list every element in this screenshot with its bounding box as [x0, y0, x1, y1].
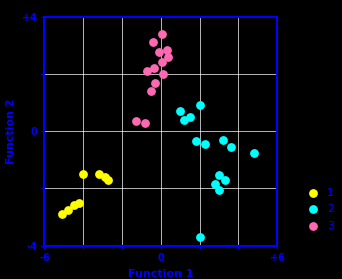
Point	[228, 145, 233, 149]
Point	[197, 103, 202, 108]
Point	[59, 212, 65, 216]
Y-axis label: Function 2: Function 2	[6, 98, 16, 164]
Point	[156, 50, 161, 55]
Point	[222, 177, 227, 182]
Point	[202, 142, 208, 146]
Point	[71, 203, 76, 208]
Point	[159, 60, 165, 65]
Legend: 1, 2, 3: 1, 2, 3	[299, 185, 337, 233]
Point	[133, 119, 138, 123]
Point	[193, 139, 198, 143]
Point	[187, 115, 193, 119]
Point	[77, 200, 82, 205]
Point	[102, 175, 107, 179]
Point	[65, 208, 70, 212]
Point	[80, 172, 86, 176]
Point	[216, 173, 222, 178]
Point	[143, 120, 148, 125]
Point	[144, 69, 150, 73]
Point	[177, 109, 183, 113]
Point	[212, 182, 218, 186]
Point	[197, 235, 202, 239]
Point	[160, 72, 166, 76]
Point	[106, 177, 111, 182]
Point	[165, 55, 170, 59]
Point	[96, 172, 102, 176]
Point	[150, 40, 156, 45]
Point	[152, 80, 158, 85]
Point	[216, 187, 222, 192]
X-axis label: Function 1: Function 1	[128, 269, 194, 279]
Point	[148, 89, 154, 93]
Point	[181, 117, 187, 122]
Point	[151, 66, 157, 70]
Point	[159, 32, 165, 36]
Point	[164, 47, 169, 52]
Point	[251, 150, 256, 155]
Point	[220, 138, 225, 142]
